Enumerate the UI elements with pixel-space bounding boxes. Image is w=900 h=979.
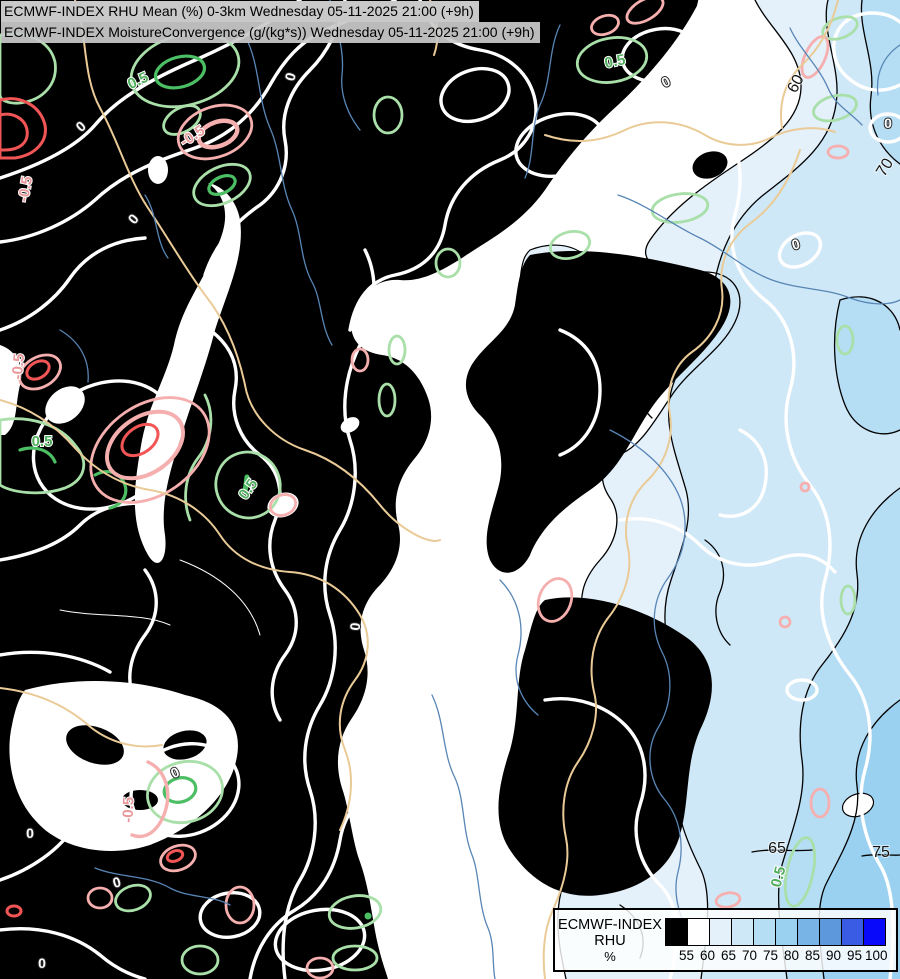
- legend-title: ECMWF-INDEX RHU %: [555, 917, 665, 964]
- convergence-contour-label: 0: [347, 622, 364, 631]
- colorbar-legend: ECMWF-INDEX RHU % 55 60 65 70 75 80 85 90 95 100: [553, 908, 898, 972]
- legend-colorbar: 55 60 65 70 75 80 85 90 95 100: [665, 917, 888, 963]
- convergence-contour-label: 0.5: [603, 51, 627, 72]
- legend-swatch: [819, 917, 842, 946]
- rhu-contour-label: 65: [768, 840, 786, 857]
- legend-swatch: [665, 917, 688, 946]
- legend-swatch: [687, 917, 710, 946]
- legend-swatch: [797, 917, 820, 946]
- convergence-contour-label: -0.5: [15, 175, 36, 203]
- legend-tick: 65: [720, 947, 737, 963]
- legend-tick: 55: [678, 947, 695, 963]
- legend-tick: 70: [741, 947, 758, 963]
- geo-borders-layer: [0, 0, 839, 979]
- convergence-contour-label: -0.5: [9, 353, 28, 380]
- moisture-convergence-negative-strong-layer: [0, 97, 185, 918]
- legend-swatch: [775, 917, 798, 946]
- convergence-contour-label: 0: [26, 825, 34, 841]
- legend-tick: 80: [783, 947, 800, 963]
- legend-field-name: RHU: [594, 932, 626, 949]
- legend-swatch: [863, 917, 886, 946]
- legend-swatches: [665, 917, 886, 946]
- rhu-contour-label: 75: [872, 844, 890, 861]
- moisture-convergence-negative-layer: [18, 0, 850, 979]
- convergence-contour-label: -0.5: [120, 797, 138, 823]
- convergence-contour-label: 0.5: [768, 865, 790, 890]
- hairline-layer: [59, 559, 431, 761]
- moisture-convergence-positive-layer: [0, 15, 859, 976]
- legend-tick: 95: [846, 947, 863, 963]
- convergence-contour-label: 0: [884, 115, 892, 131]
- legend-tick: 60: [699, 947, 716, 963]
- header-line-1: ECMWF-INDEX RHU Mean (%) 0-3km Wednesday…: [1, 1, 479, 22]
- legend-product-name: ECMWF-INDEX: [558, 916, 662, 933]
- legend-unit: %: [604, 948, 616, 964]
- legend-swatch: [841, 917, 864, 946]
- convergence-contour-label: 0: [38, 955, 46, 971]
- legend-tick: 90: [825, 947, 842, 963]
- moisture-convergence-positive-strong-layer: [18, 54, 372, 920]
- legend-swatch: [753, 917, 776, 946]
- convergence-contour-label: 0.5: [32, 433, 53, 450]
- header-line-2: ECMWF-INDEX MoistureConvergence (g/(kg*s…: [1, 22, 540, 43]
- legend-tick: 75: [762, 947, 779, 963]
- legend-tick: 85: [804, 947, 821, 963]
- legend-tick-labels: 55 60 65 70 75 80 85 90 95 100: [665, 947, 888, 963]
- legend-swatch: [731, 917, 754, 946]
- legend-swatch: [709, 917, 732, 946]
- legend-tick: 100: [865, 947, 888, 963]
